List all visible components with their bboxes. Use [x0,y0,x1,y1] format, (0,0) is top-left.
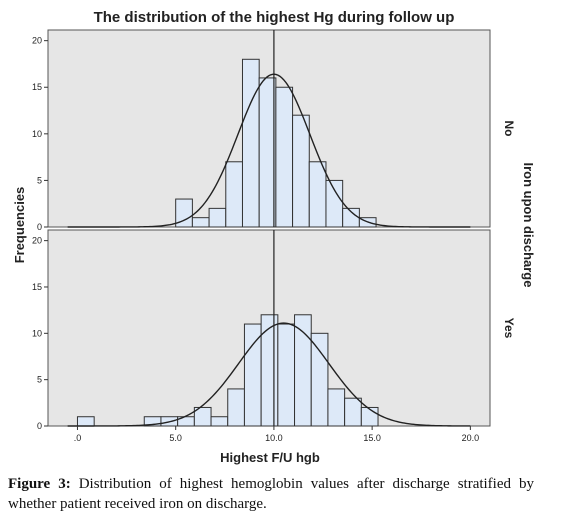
y-tick-label: 5 [37,375,42,385]
y-tick-label: 10 [32,328,42,338]
normal-curve-no [67,73,471,228]
panel-axis-title: Iron upon discharge [521,163,536,288]
histogram-bar [260,314,279,427]
x-axis-title: Highest F/U hgb [220,450,320,465]
x-tick-label: 10.0 [265,433,283,443]
y-tick-label: 20 [32,236,42,246]
histogram-bar [292,114,310,228]
histogram-bar [360,406,379,427]
y-tick-label: 15 [32,82,42,92]
histogram-bar [191,217,210,228]
histogram-bar [76,416,95,427]
chart-title: The distribution of the highest Hg durin… [94,9,455,26]
histogram-bar [325,179,344,228]
histogram-bar [227,388,245,427]
histogram-bar [210,416,229,427]
histogram-bar [243,323,262,427]
histogram-bar [327,388,346,427]
y-tick-label: 10 [32,129,42,139]
histogram-bar [225,161,243,228]
x-tick-label: 20.0 [462,433,480,443]
normal-curve-yes [67,322,471,427]
histogram-bar [308,161,327,228]
y-tick-label: 0 [37,421,42,431]
y-tick-label: 0 [37,222,42,232]
x-tick-label: .0 [74,433,82,443]
histogram-bar [275,86,294,228]
panel-label-yes: Yes [502,318,516,339]
y-tick-label: 15 [32,282,42,292]
histogram-bar [277,323,296,427]
y-tick-label: 20 [32,36,42,46]
histogram-bar [310,332,329,427]
histogram-bar [344,397,362,427]
histogram-bar [208,207,227,228]
histogram-bar [175,198,193,228]
caption-text: Distribution of highest hemoglobin value… [8,476,535,512]
figure-caption: Figure 3: Distribution of highest hemogl… [8,474,534,514]
caption-label: Figure 3: [8,476,71,492]
histogram-chart: The distribution of the highest Hg durin… [12,9,536,465]
x-tick-label: 15.0 [363,433,381,443]
histogram-bar [241,58,260,228]
panel-label-no: No [502,121,516,137]
x-tick-label: 5.0 [169,433,182,443]
y-tick-label: 5 [37,175,42,185]
y-axis-title: Frequencies [12,187,27,264]
panels-group: 0 5 10 15 20 No 0 5 10 15 20 Yes .0 5.0 10.0 15.0 20.0 [32,29,516,443]
